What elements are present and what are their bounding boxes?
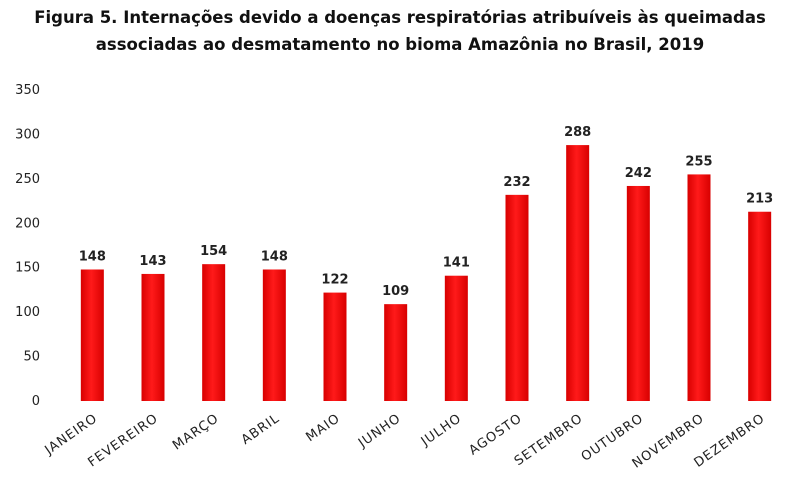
bar-dezembro — [748, 211, 772, 401]
bar-agosto — [505, 194, 529, 401]
data-label: 288 — [564, 125, 591, 140]
bar-abril — [262, 269, 286, 401]
chart-title-line-1: Figura 5. Internações devido a doenças r… — [34, 8, 766, 27]
bar-junho — [384, 304, 408, 401]
y-tick-label: 150 — [15, 261, 40, 276]
x-tick-label: SETEMBRO — [512, 411, 586, 469]
chart-title-line-2: associadas ao desmatamento no bioma Amaz… — [95, 35, 705, 54]
y-tick-label: 300 — [15, 127, 40, 142]
data-label: 213 — [746, 192, 773, 207]
y-tick-label: 0 — [32, 394, 40, 409]
bar-janeiro — [80, 269, 104, 401]
x-tick-label: AGOSTO — [466, 411, 525, 459]
data-label: 242 — [625, 166, 652, 181]
data-labels: 148 143 154 148 122 109 141 232 288 242 255 213 — [79, 125, 773, 299]
x-tick-label: MAIO — [303, 411, 343, 445]
bar-outubro — [626, 185, 650, 401]
data-label: 122 — [321, 273, 348, 288]
x-tick-label: ABRIL — [239, 411, 283, 448]
y-tick-label: 100 — [15, 305, 40, 320]
y-tick-label: 350 — [15, 83, 40, 98]
data-label: 143 — [139, 254, 166, 269]
y-axis: 0 50 100 150 200 250 300 350 — [15, 83, 40, 409]
data-label: 255 — [685, 154, 712, 169]
bar-setembro — [566, 145, 590, 401]
x-tick-label: JUNHO — [355, 411, 404, 451]
x-tick-label: JULHO — [418, 411, 465, 450]
x-tick-label: MARÇO — [170, 411, 222, 454]
data-label: 232 — [503, 175, 530, 190]
data-label: 109 — [382, 284, 409, 299]
y-tick-label: 250 — [15, 172, 40, 187]
bar-julho — [444, 275, 468, 401]
bar-novembro — [687, 174, 711, 401]
bar-fevereiro — [141, 273, 165, 401]
data-label: 141 — [443, 256, 470, 271]
data-label: 148 — [261, 249, 288, 264]
y-tick-label: 200 — [15, 216, 40, 231]
bar-março — [202, 264, 226, 401]
x-tick-label: JANEIRO — [42, 411, 101, 459]
data-label: 148 — [79, 249, 106, 264]
y-tick-label: 50 — [23, 350, 40, 365]
bars — [80, 145, 772, 401]
data-label: 154 — [200, 244, 227, 259]
chart-title: Figura 5. Internações devido a doenças r… — [0, 4, 800, 58]
bar-maio — [323, 292, 347, 401]
